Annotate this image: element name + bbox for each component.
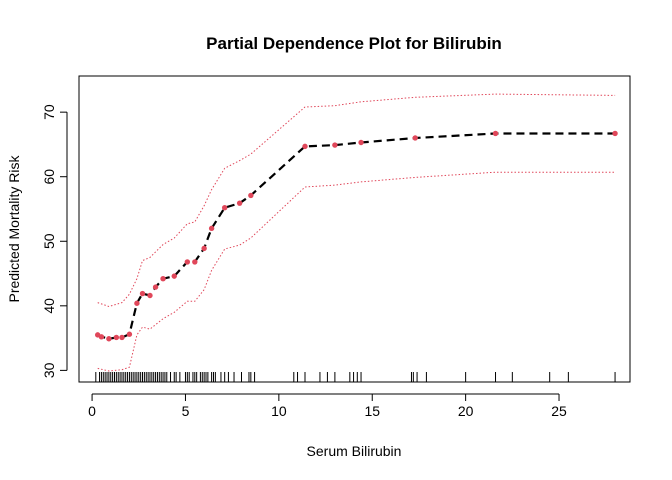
pdp-point (248, 192, 254, 199)
y-tick-label: 40 (41, 298, 57, 314)
pdp-point-layer (94, 130, 618, 342)
x-tick-label: 20 (458, 403, 474, 419)
pdp-point (106, 336, 112, 342)
pdp-point (332, 142, 338, 148)
pdp-point (113, 334, 120, 341)
pdp-point (201, 245, 207, 252)
pdp-point (358, 139, 364, 146)
pdp-point (208, 225, 215, 232)
pdp-point (171, 273, 177, 279)
pdp-point (147, 292, 153, 299)
pdp-point (612, 130, 618, 137)
y-axis: 30 40 50 60 70 (41, 104, 68, 378)
x-tick-label: 0 (88, 403, 96, 419)
x-tick-label: 10 (271, 403, 287, 419)
x-axis-label: Serum Bilirubin (307, 443, 402, 459)
pdp-point (492, 130, 499, 137)
pdp-point (236, 200, 243, 206)
x-tick-label: 25 (551, 403, 567, 419)
pdp-line (97, 132, 616, 340)
pdp-point (98, 334, 105, 340)
y-axis-label: Predicted Mortality Risk (6, 154, 22, 302)
x-tick-label: 5 (182, 403, 190, 419)
plot-area-box (78, 75, 631, 383)
rug-layer (95, 372, 616, 382)
x-axis: 0 5 10 15 20 25 (88, 393, 567, 419)
pdp-point (126, 331, 133, 337)
pdp-point (160, 276, 166, 282)
pdp-point (221, 204, 228, 211)
confidence-band-layer (97, 93, 616, 372)
pdp-point (184, 259, 191, 265)
pdp-point (134, 300, 140, 306)
y-tick-label: 50 (41, 233, 57, 249)
y-tick-label: 60 (41, 169, 57, 185)
x-tick-label: 15 (364, 403, 380, 419)
y-tick-label: 30 (41, 362, 57, 378)
pdp-point (152, 284, 159, 290)
pdp-point (192, 259, 198, 265)
pdp-point (119, 334, 125, 341)
chart-title: Partial Dependence Plot for Bilirubin (206, 34, 502, 53)
lower-band-line (97, 171, 616, 372)
pdp-point (302, 143, 308, 150)
pdp-point (412, 135, 418, 141)
pdp-point (139, 290, 146, 297)
y-tick-label: 70 (41, 104, 57, 120)
pdp-line-layer (97, 132, 616, 340)
